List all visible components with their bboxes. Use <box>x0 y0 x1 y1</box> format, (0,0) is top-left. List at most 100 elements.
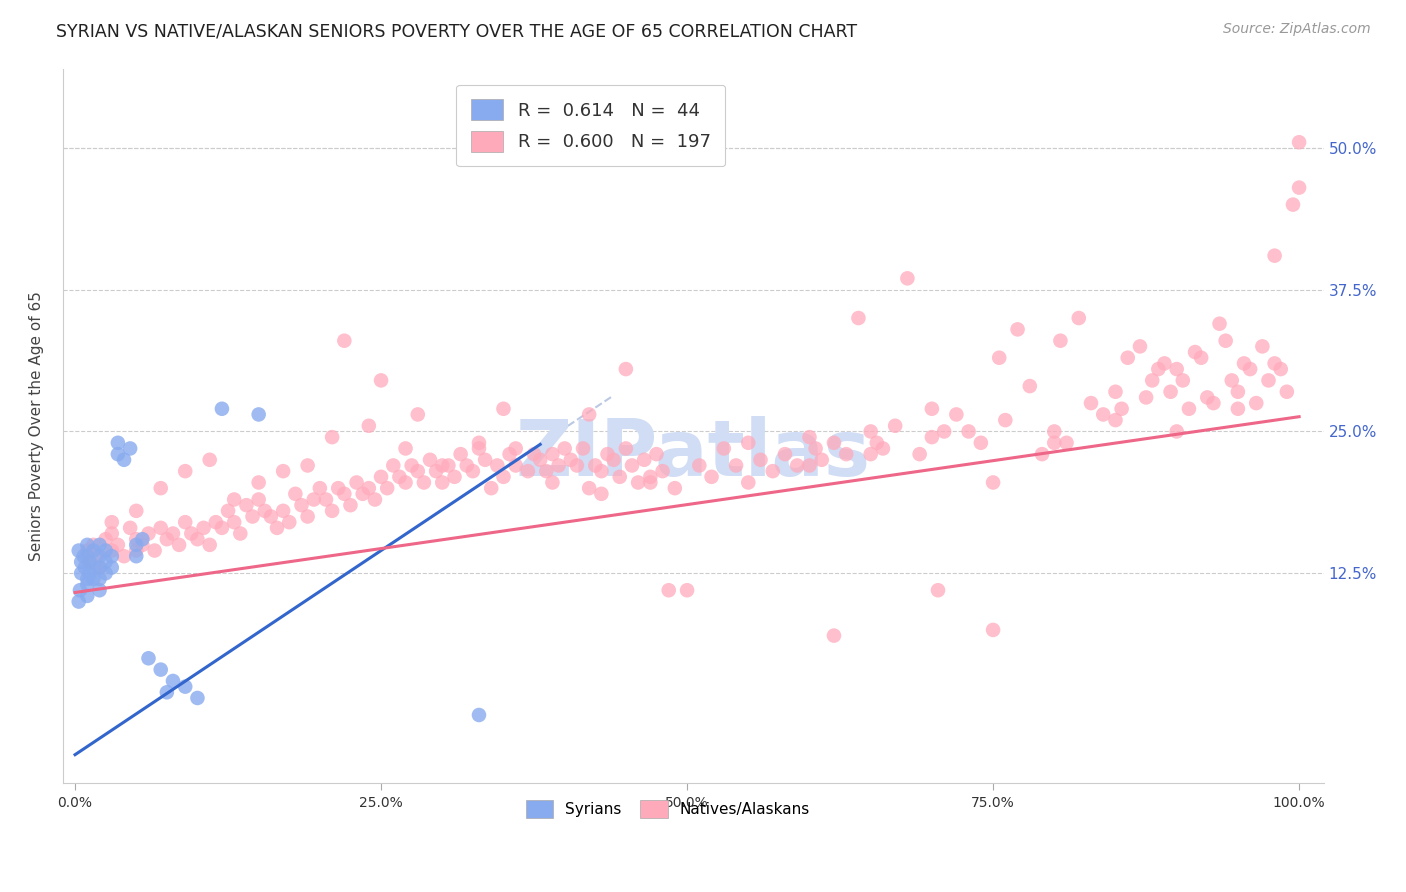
Point <box>724 458 747 473</box>
Point <box>235 498 257 512</box>
Point <box>529 452 551 467</box>
Point <box>468 442 491 456</box>
Point <box>1116 351 1139 365</box>
Point <box>247 475 270 490</box>
Point <box>688 458 710 473</box>
Point <box>1288 180 1310 194</box>
Point <box>443 470 465 484</box>
Point <box>921 401 943 416</box>
Point <box>700 470 723 484</box>
Point <box>492 401 515 416</box>
Point <box>908 447 931 461</box>
Point <box>149 481 172 495</box>
Point <box>375 481 398 495</box>
Point <box>100 549 122 564</box>
Point <box>266 521 288 535</box>
Point <box>486 458 509 473</box>
Point <box>76 589 98 603</box>
Point <box>957 425 980 439</box>
Point <box>100 560 122 574</box>
Point <box>125 543 148 558</box>
Point <box>229 526 252 541</box>
Point <box>278 515 301 529</box>
Point <box>315 492 337 507</box>
Point <box>1018 379 1040 393</box>
Point <box>640 475 662 490</box>
Point <box>333 487 356 501</box>
Point <box>370 470 392 484</box>
Point <box>107 447 129 461</box>
Point <box>591 487 613 501</box>
Point <box>352 487 374 501</box>
Point <box>370 373 392 387</box>
Point <box>1166 425 1188 439</box>
Point <box>260 509 283 524</box>
Point <box>76 572 98 586</box>
Point <box>211 401 233 416</box>
Text: ZIPatlas: ZIPatlas <box>516 417 870 492</box>
Point <box>492 470 515 484</box>
Point <box>204 515 226 529</box>
Point <box>290 498 312 512</box>
Point <box>94 555 117 569</box>
Point <box>1226 401 1249 416</box>
Point <box>578 481 600 495</box>
Point <box>72 549 94 564</box>
Point <box>1178 401 1201 416</box>
Point <box>614 442 637 456</box>
Point <box>100 515 122 529</box>
Point <box>1043 425 1066 439</box>
Point <box>70 566 93 581</box>
Point <box>921 430 943 444</box>
Point <box>120 521 142 535</box>
Point <box>125 549 148 564</box>
Point <box>211 521 233 535</box>
Point <box>82 538 104 552</box>
Point <box>596 447 619 461</box>
Y-axis label: Seniors Poverty Over the Age of 65: Seniors Poverty Over the Age of 65 <box>30 291 44 561</box>
Point <box>167 538 190 552</box>
Point <box>896 271 918 285</box>
Point <box>437 458 460 473</box>
Point <box>547 458 569 473</box>
Point <box>107 538 129 552</box>
Point <box>523 447 546 461</box>
Point <box>76 549 98 564</box>
Point <box>1208 317 1230 331</box>
Point <box>981 475 1004 490</box>
Point <box>1153 356 1175 370</box>
Point <box>388 470 411 484</box>
Point <box>541 475 564 490</box>
Point <box>333 334 356 348</box>
Point <box>1251 339 1274 353</box>
Point <box>86 549 108 564</box>
Point <box>859 425 882 439</box>
Point <box>131 538 153 552</box>
Point <box>1007 322 1029 336</box>
Point <box>1160 384 1182 399</box>
Point <box>125 538 148 552</box>
Point <box>217 504 239 518</box>
Point <box>302 492 325 507</box>
Point <box>321 504 343 518</box>
Point <box>602 452 624 467</box>
Point <box>456 458 478 473</box>
Point <box>1264 356 1286 370</box>
Point <box>994 413 1017 427</box>
Point <box>149 521 172 535</box>
Point <box>981 623 1004 637</box>
Point <box>174 464 197 478</box>
Point <box>94 532 117 546</box>
Point <box>859 447 882 461</box>
Point <box>1244 396 1267 410</box>
Point <box>1043 435 1066 450</box>
Point <box>1166 362 1188 376</box>
Point <box>927 583 949 598</box>
Point <box>799 458 821 473</box>
Point <box>572 442 595 456</box>
Point <box>1189 351 1212 365</box>
Point <box>70 555 93 569</box>
Point <box>112 549 135 564</box>
Point <box>1264 249 1286 263</box>
Point <box>1257 373 1279 387</box>
